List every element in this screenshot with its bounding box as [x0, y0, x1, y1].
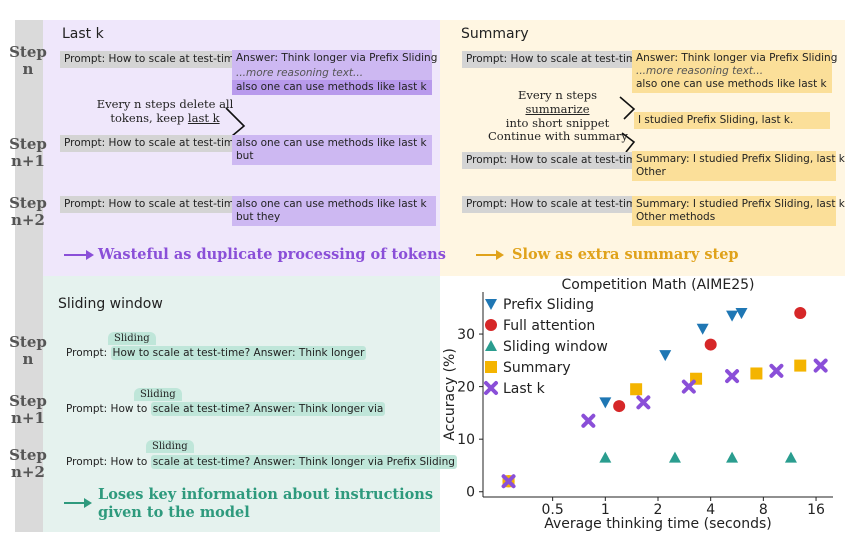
- x-tick-label: 4: [706, 502, 715, 518]
- point-last-k: [636, 395, 651, 410]
- legend-marker-sliding-window: [485, 340, 497, 351]
- lastk-arrow: [225, 107, 246, 137]
- point-summary: [794, 359, 807, 372]
- step-n-label-sw: Step n: [9, 333, 47, 368]
- summary-conclusion: Slow as extra summary step: [512, 246, 739, 263]
- sliding-tag-2: Sliding: [134, 388, 182, 401]
- legend-marker-summary: [485, 361, 497, 373]
- lastk-prompt-n: Prompt: How to scale at test-time?: [60, 51, 246, 68]
- sliding-tag-3: Sliding: [146, 440, 194, 453]
- lastk-prompt-n1: Prompt: How to scale at test-time?: [60, 135, 246, 152]
- y-axis-label: Accuracy (%): [442, 348, 458, 441]
- point-summary: [630, 383, 643, 396]
- y-tick-label: 30: [457, 327, 475, 343]
- x-tick-label: 2: [654, 502, 663, 518]
- step-n-label: Step n: [9, 43, 47, 78]
- summary-answer-n: Answer: Think longer via Prefix Sliding …: [632, 50, 837, 93]
- y-tick-label: 0: [466, 485, 475, 501]
- legend-marker-prefix-sliding: [485, 299, 497, 310]
- summary-arrow-1: [619, 96, 636, 120]
- summary-continue: Continue with summary: [488, 129, 628, 143]
- point-last-k: [681, 379, 696, 394]
- y-tick-label: 20: [457, 380, 475, 396]
- step-n1-label: Step n+1: [9, 135, 47, 170]
- sliding-tag-1: Sliding: [108, 332, 156, 345]
- point-last-k: [581, 413, 596, 428]
- summary-prompt-n2: Prompt: How to scale at test-time?: [462, 196, 648, 213]
- summary-answer-n1: Summary: I studied Prefix Sliding, last …: [632, 151, 845, 181]
- lastk-answer-n1: also one can use methods like last k but: [232, 135, 432, 165]
- lastk-note: Every n steps delete all tokens, keep la…: [96, 97, 234, 125]
- point-sliding-window: [726, 451, 739, 463]
- point-last-k: [501, 474, 516, 489]
- legend-label-full-attention: Full attention: [503, 318, 595, 334]
- last-k-title: Last k: [62, 26, 104, 42]
- lastk-answer-n2: also one can use methods like last k but…: [232, 196, 436, 226]
- chart-title: Competition Math (AIME25): [562, 277, 755, 293]
- sliding-conclusion: Loses key information about instructions…: [98, 486, 434, 521]
- lastk-answer-n: Answer: Think longer via Prefix Sliding …: [232, 50, 438, 95]
- point-prefix-sliding: [726, 310, 739, 322]
- legend-marker-last-k: [484, 381, 498, 395]
- point-prefix-sliding: [599, 397, 612, 409]
- point-last-k: [813, 358, 828, 373]
- x-tick-label: 16: [807, 502, 825, 518]
- legend-label-summary: Summary: [503, 360, 571, 376]
- point-sliding-window: [599, 451, 612, 463]
- summary-note: Every n steps summarize into short snipp…: [505, 88, 610, 130]
- summary-prompt-n: Prompt: How to scale at test-time?: [462, 51, 648, 68]
- lastk-answer-line: Answer: Think longer via Prefix Sliding: [236, 52, 438, 64]
- sliding-conclusion-arrow: [64, 498, 92, 508]
- point-full-attention: [613, 400, 626, 413]
- sliding-line-n: Prompt: How to scale at test-time? Answe…: [66, 346, 367, 360]
- summary-answer-n2: Summary: I studied Prefix Sliding, last …: [632, 196, 845, 226]
- step-n1-label-sw: Step n+1: [9, 392, 47, 427]
- step-column: [15, 20, 43, 532]
- point-prefix-sliding: [696, 323, 709, 335]
- point-last-k: [769, 363, 784, 378]
- point-summary: [750, 367, 763, 380]
- step-n2-label: Step n+2: [9, 194, 47, 229]
- point-prefix-sliding: [735, 308, 748, 320]
- y-tick-label: 10: [457, 432, 475, 448]
- legend-label-last-k: Last k: [503, 381, 546, 397]
- step-n2-label-sw: Step n+2: [9, 446, 47, 481]
- point-sliding-window: [784, 451, 797, 463]
- lastk-conclusion-arrow: [64, 250, 94, 260]
- point-last-k: [725, 369, 740, 384]
- sliding-title: Sliding window: [58, 296, 163, 312]
- x-axis-label: Average thinking time (seconds): [544, 516, 772, 532]
- sliding-line-n1: Prompt: How to scale at test-time? Answe…: [66, 402, 386, 416]
- legend-label-prefix-sliding: Prefix Sliding: [503, 297, 594, 313]
- x-tick-label: 8: [759, 502, 768, 518]
- point-sliding-window: [668, 451, 681, 463]
- accuracy-chart: Competition Math (AIME25) 0.5 1 2 4 8 16 0 10 20 3…: [442, 277, 833, 532]
- lastk-prompt-n2: Prompt: How to scale at test-time?: [60, 196, 246, 213]
- lastk-conclusion: Wasteful as duplicate processing of toke…: [98, 246, 446, 263]
- point-prefix-sliding: [659, 350, 672, 362]
- legend-marker-full-attention: [485, 319, 497, 331]
- summary-prompt-n1: Prompt: How to scale at test-time?: [462, 152, 648, 169]
- lastk-methods-line: also one can use methods like last k: [232, 80, 432, 95]
- summary-arrow-2: [621, 132, 636, 153]
- sliding-line-n2: Prompt: How to scale at test-time? Answe…: [66, 455, 457, 469]
- summary-conclusion-arrow: [476, 250, 504, 260]
- x-tick-label: 0.5: [542, 502, 564, 518]
- x-tick-label: 1: [601, 502, 610, 518]
- point-full-attention: [794, 307, 807, 320]
- lastk-more-reasoning: ...more reasoning text...: [236, 67, 364, 79]
- legend-label-sliding-window: Sliding window: [503, 339, 608, 355]
- point-full-attention: [704, 338, 717, 351]
- summary-title: Summary: [461, 26, 529, 42]
- summary-snippet: I studied Prefix Sliding, last k.: [634, 112, 830, 129]
